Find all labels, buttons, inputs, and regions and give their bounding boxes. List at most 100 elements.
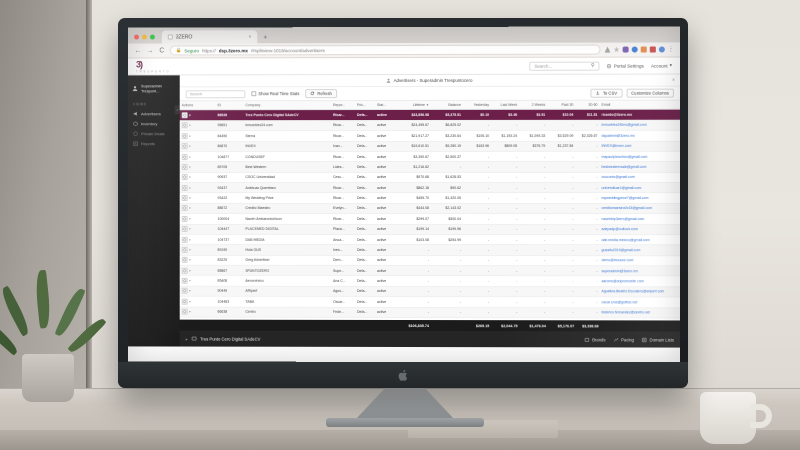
breadcrumb-item[interactable]: Advertisers - Superadmin Trespuntocero bbox=[386, 78, 472, 83]
row-actions-cell[interactable]: ▾ bbox=[179, 213, 216, 224]
row-gear-icon[interactable] bbox=[181, 174, 188, 181]
row-actions-cell[interactable]: ▾ bbox=[179, 192, 216, 204]
col-last-week[interactable]: Last Week bbox=[491, 100, 520, 110]
row-email[interactable]: aeromx@adpromosite.com bbox=[599, 276, 680, 287]
row-actions-cell[interactable]: ▾ bbox=[179, 275, 216, 287]
row-gear-icon[interactable] bbox=[181, 257, 188, 264]
table-row[interactable]: ▾ 84450 Sterra Ricar... Defa... active $21,917… bbox=[179, 130, 680, 142]
row-actions-cell[interactable]: ▾ bbox=[179, 223, 216, 235]
table-row[interactable]: ▾ 88672 Credito Maestro Evelyn... Defa... act… bbox=[179, 203, 680, 214]
reload-icon[interactable]: C bbox=[159, 46, 165, 54]
row-email[interactable]: navehblp3zero@gmail.com bbox=[599, 213, 680, 225]
row-gear-icon[interactable] bbox=[181, 143, 188, 150]
row-actions-cell[interactable]: ▾ bbox=[179, 285, 216, 297]
row-actions-cell[interactable]: ▾ bbox=[179, 203, 216, 214]
table-row[interactable]: ▾ 85705 Best Western Lides... Defa... active $… bbox=[179, 161, 680, 173]
row-actions-cell[interactable]: ▾ bbox=[179, 254, 216, 266]
row-email[interactable]: oscar.cruz@gotbsc.net bbox=[599, 296, 680, 308]
col-pricing[interactable]: Pric... bbox=[355, 101, 376, 110]
realtime-checkbox[interactable] bbox=[251, 91, 256, 96]
table-row[interactable]: ▾ 93437 Anáhuac Querétaro Ricar... Defa... ac… bbox=[179, 182, 680, 193]
app-logo[interactable]: 3) T R E S P U N T O bbox=[136, 59, 169, 73]
row-gear-icon[interactable] bbox=[181, 164, 188, 171]
global-search-input[interactable]: Search... ⚲ bbox=[529, 61, 600, 71]
row-actions-cell[interactable]: ▾ bbox=[179, 182, 216, 193]
pin-icon[interactable] bbox=[605, 47, 611, 53]
refresh-button[interactable]: Refresh bbox=[305, 89, 337, 98]
row-caret-icon[interactable]: ▾ bbox=[189, 113, 191, 118]
row-caret-icon[interactable]: ▾ bbox=[189, 123, 191, 128]
table-row[interactable]: ▾ 104483 TABA Oscar... Defa... active - - - - - - - o… bbox=[179, 296, 680, 308]
row-email[interactable]: Agustina.Beatriz.Escudero@ariperf.com bbox=[599, 286, 680, 298]
portal-settings-link[interactable]: Portal Settings bbox=[607, 63, 644, 68]
minimize-window-icon[interactable] bbox=[141, 34, 147, 40]
row-gear-icon[interactable] bbox=[181, 153, 188, 160]
row-caret-icon[interactable]: ▾ bbox=[189, 247, 191, 252]
table-row[interactable]: ▾ 85867 3PUNTOZERO Supe... Defa... active - - - -… bbox=[179, 265, 680, 277]
table-row[interactable]: ▾ 104877 CONDUSEF Ricar... Defa... active $3,3… bbox=[179, 151, 680, 162]
row-caret-icon[interactable]: ▾ bbox=[189, 278, 191, 283]
pacing-button[interactable]: Pacing bbox=[614, 337, 634, 342]
browser-menu-icon[interactable]: ⋮ bbox=[667, 46, 674, 53]
table-search-input[interactable]: Search bbox=[185, 89, 246, 98]
close-window-icon[interactable] bbox=[134, 34, 140, 40]
extension-red-icon[interactable] bbox=[649, 46, 656, 53]
row-email[interactable]: ricardo@3zero.mx bbox=[599, 109, 680, 121]
realtime-stats-toggle[interactable]: Show Real Time Stats bbox=[251, 91, 299, 96]
row-gear-icon[interactable] bbox=[181, 132, 188, 139]
row-email[interactable]: adepadp@outlook.com bbox=[599, 224, 680, 235]
row-actions-cell[interactable]: ▾ bbox=[179, 265, 216, 276]
row-gear-icon[interactable] bbox=[181, 246, 188, 253]
row-actions-cell[interactable]: ▾ bbox=[179, 130, 216, 142]
brands-button[interactable]: Brands bbox=[585, 337, 606, 342]
expand-caret-icon[interactable]: ▸ bbox=[185, 336, 188, 342]
row-gear-icon[interactable] bbox=[181, 184, 188, 191]
row-email[interactable]: superadmin@3zero.mx bbox=[599, 265, 680, 277]
row-caret-icon[interactable]: ▾ bbox=[189, 309, 191, 314]
row-gear-icon[interactable] bbox=[181, 205, 188, 212]
forward-icon[interactable]: → bbox=[146, 47, 154, 54]
to-csv-button[interactable]: To CSV bbox=[590, 88, 623, 98]
browser-tab[interactable]: 3ZERO × bbox=[161, 30, 258, 44]
col-2-weeks[interactable]: 2 Weeks bbox=[519, 100, 548, 110]
row-caret-icon[interactable]: ▾ bbox=[189, 299, 191, 304]
row-email[interactable]: demo@xtoucsz.com bbox=[599, 255, 680, 266]
row-gear-icon[interactable] bbox=[181, 226, 188, 233]
table-row[interactable]: ▾ 85408 Aeroméxico Ana C... Defa... active - - -… bbox=[179, 275, 680, 287]
row-actions-cell[interactable]: ▾ bbox=[179, 110, 216, 121]
col-30-60[interactable]: 30-60 bbox=[575, 100, 600, 110]
customize-columns-button[interactable]: Customize Columns bbox=[626, 88, 674, 98]
col-lifetime[interactable]: Lifetime▼ bbox=[395, 100, 432, 110]
row-actions-cell[interactable]: ▾ bbox=[179, 161, 216, 173]
table-row[interactable]: ▾ 86638 Centro Fede... Defa... active - - - - - - - f… bbox=[179, 306, 680, 318]
col-actions[interactable]: Actions bbox=[179, 101, 216, 111]
table-row[interactable]: ▾ 100004 Naveh Ambarunto/ricon Ricar... Defa… bbox=[179, 213, 680, 225]
col-email[interactable]: Email bbox=[599, 100, 680, 110]
col-balance[interactable]: Balance bbox=[431, 100, 464, 110]
row-email[interactable]: myweddingprice7@gmail.com bbox=[599, 192, 680, 204]
row-caret-icon[interactable]: ▾ bbox=[189, 227, 191, 232]
row-caret-icon[interactable]: ▾ bbox=[189, 237, 191, 242]
table-row[interactable]: ▾ 93422 My Wedding Price Ricar... Defa... act… bbox=[179, 192, 680, 204]
row-actions-cell[interactable]: ▾ bbox=[179, 306, 216, 318]
row-caret-icon[interactable]: ▾ bbox=[189, 196, 191, 201]
row-gear-icon[interactable] bbox=[181, 215, 188, 222]
row-gear-icon[interactable] bbox=[181, 267, 188, 274]
row-caret-icon[interactable]: ▾ bbox=[189, 144, 191, 149]
row-email[interactable]: universituar1@gmail.com bbox=[599, 182, 680, 193]
row-email[interactable]: inmuebles24bns@gmail.com bbox=[599, 119, 680, 131]
row-actions-cell[interactable]: ▾ bbox=[179, 244, 216, 255]
row-gear-icon[interactable] bbox=[181, 308, 188, 315]
browser-extension-icons[interactable]: ⋮ bbox=[605, 46, 674, 52]
back-icon[interactable]: ← bbox=[134, 47, 142, 55]
row-caret-icon[interactable]: ▾ bbox=[189, 165, 191, 170]
row-actions-cell[interactable]: ▾ bbox=[179, 296, 216, 307]
row-gear-icon[interactable] bbox=[181, 288, 188, 295]
row-email[interactable]: dspadmin@3zero.mx bbox=[599, 130, 680, 141]
sidebar-org[interactable]: Superadmin Trespunt... bbox=[128, 80, 180, 99]
profile-avatar-icon[interactable] bbox=[658, 46, 665, 53]
row-email[interactable]: bestwesternsale@gmail.com bbox=[599, 161, 680, 173]
table-row[interactable]: ▾ 86526 Tres Punto Cero Digital SAdeCV Rica… bbox=[179, 109, 680, 121]
row-caret-icon[interactable]: ▾ bbox=[189, 258, 191, 263]
row-actions-cell[interactable]: ▾ bbox=[179, 172, 216, 183]
